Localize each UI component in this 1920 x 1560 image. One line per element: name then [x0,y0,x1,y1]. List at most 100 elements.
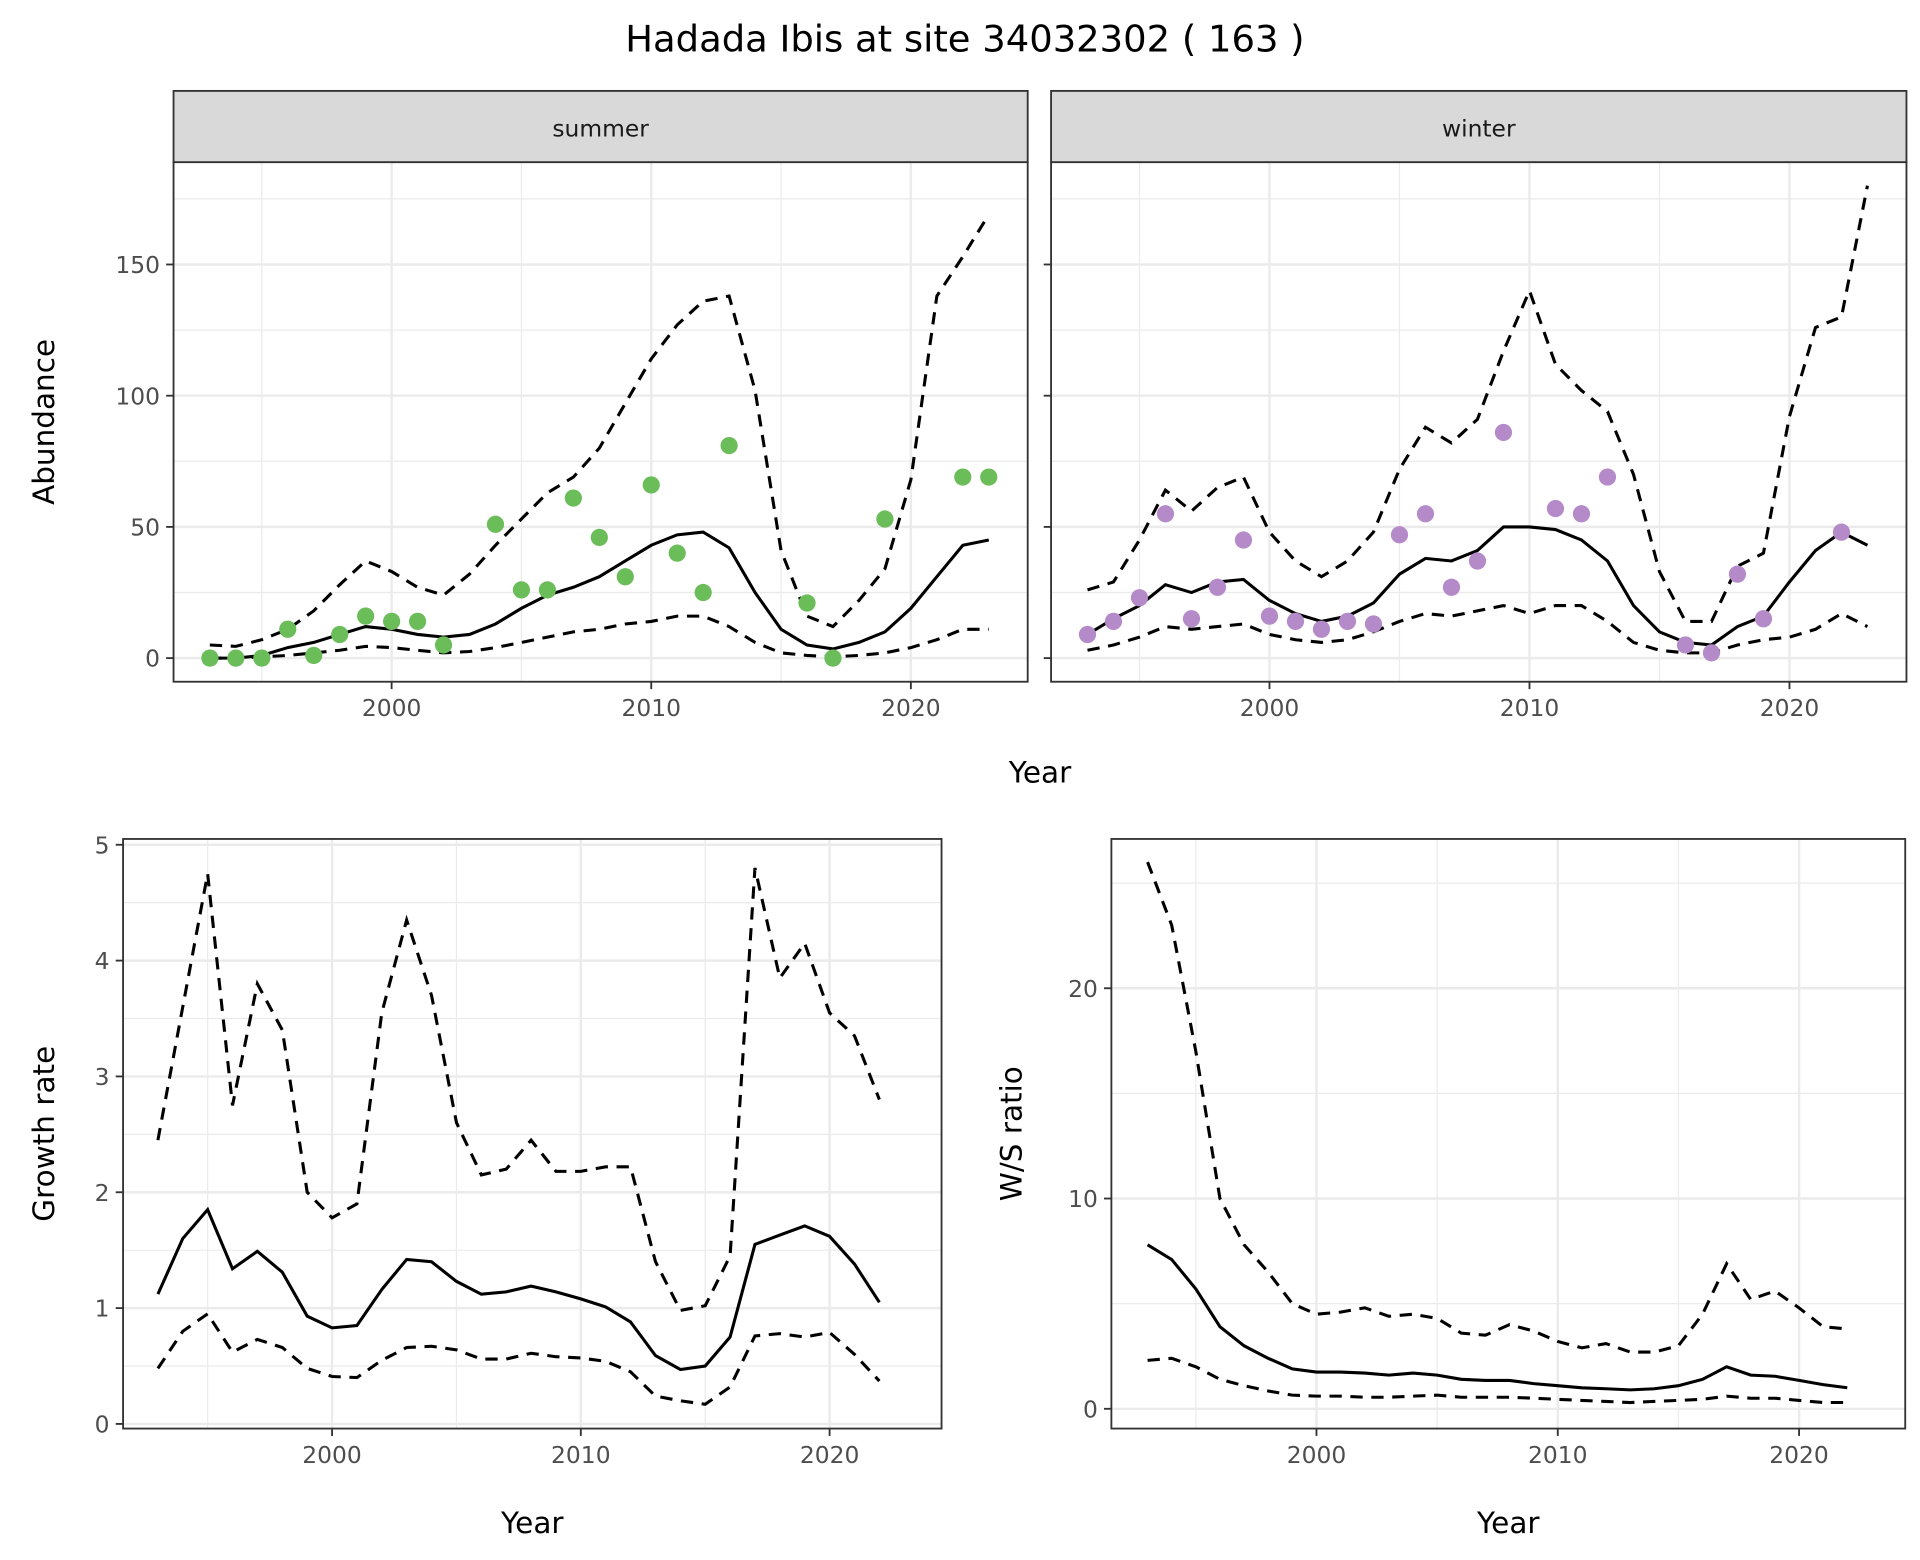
y-tick-label: 150 [115,251,160,279]
data-point [383,612,401,630]
data-point [1702,644,1721,662]
data-point [1416,505,1435,523]
data-point [1286,612,1305,630]
data-point [564,489,582,507]
panel-border [1050,161,1908,683]
x-tick-label: 2010 [621,694,681,722]
data-point [1104,612,1123,630]
upper-bound-line [1087,185,1869,623]
y-tick-label: 0 [1083,1395,1098,1423]
x-axis-title: Year [1476,1506,1540,1540]
data-point [1572,505,1591,523]
x-axis-title: Year [1008,755,1072,789]
x-tick-label: 2000 [1240,694,1300,722]
data-point [253,649,271,667]
data-point [954,468,972,486]
data-point [720,436,738,455]
lower-bound-line [1087,603,1869,655]
x-tick-label: 2000 [362,694,422,722]
facet-label: summer [552,114,649,142]
data-point [616,568,634,586]
x-tick-label: 2000 [1287,1441,1347,1469]
upper-bound-line [209,213,991,648]
data-point [798,594,816,612]
data-point [434,636,453,654]
mean-line [1146,1243,1848,1392]
data-point [1260,607,1279,625]
data-point [1494,423,1513,442]
data-point [357,607,375,625]
x-tick-label: 2020 [881,694,941,722]
data-point [331,625,349,644]
y-axis-title: Abundance [27,339,61,505]
panel-w-s-ratio: 2000 2010 2020 0 10 20 Year W/S ratio [995,838,1907,1540]
facet-label: winter [1442,114,1516,142]
y-tick-label: 20 [1068,975,1098,1003]
y-axis-title: Growth rate [27,1046,61,1222]
lower-bound-line [156,1311,881,1406]
panel-border [1110,838,1907,1430]
y-tick-label: 5 [95,831,110,859]
y-tick-label: 3 [95,1063,110,1091]
x-axis-title: Year [500,1506,564,1540]
mean-line [156,1206,881,1372]
data-point [538,581,557,599]
y-tick-label: 100 [115,382,160,410]
panel-growth-rate: 2000 2010 2020 0 1 2 3 4 5 Year Growth rate [27,831,943,1540]
y-tick-label: 10 [1068,1185,1098,1213]
data-point [980,468,998,486]
mean-line [209,530,990,660]
data-point [668,544,686,562]
data-point [1468,552,1487,570]
data-point [1442,578,1461,596]
x-tick-label: 2020 [1760,694,1820,722]
y-tick-label: 2 [95,1179,110,1207]
x-tick-label: 2010 [1528,1441,1588,1469]
y-tick-label: 1 [95,1295,110,1323]
data-point [1390,526,1409,544]
data-point [305,646,323,665]
y-tick-label: 0 [95,1411,110,1439]
panel-winter: winter 2000 2010 2020 [1043,89,1908,722]
data-point [1598,468,1617,486]
x-tick-label: 2020 [1769,1441,1829,1469]
data-point [486,515,505,533]
y-axis-title: W/S ratio [995,1066,1029,1201]
x-tick-label: 2010 [551,1441,611,1469]
x-tick-label: 2020 [800,1441,860,1469]
data-point [824,649,842,667]
data-point [408,612,427,630]
panel-border [172,161,1029,683]
data-point [1078,625,1097,644]
data-point [1364,615,1383,633]
data-point [1338,612,1357,630]
data-point [1754,610,1773,628]
data-point [1728,565,1747,583]
lower-bound-line [209,614,989,660]
lower-bound-line [1147,1356,1848,1405]
upper-bound-line [1146,861,1848,1354]
upper-bound-line [156,867,881,1313]
data-point [1156,505,1175,523]
data-point [1832,523,1851,541]
data-point [512,581,531,599]
x-tick-label: 2010 [1500,694,1560,722]
data-point [1130,589,1149,607]
data-point [1312,620,1331,638]
y-tick-label: 4 [95,947,110,975]
data-point [590,528,608,546]
data-point [694,583,712,602]
data-point [1676,636,1695,654]
data-point [1234,531,1253,549]
data-point [201,649,219,667]
facet-strip [172,89,1029,164]
data-point [279,620,297,638]
x-tick-label: 2000 [302,1441,362,1469]
panel-summer: summer 2000 2010 2020 0 50 100 150 Year Abundance [27,89,1072,789]
y-tick-label: 0 [145,645,160,673]
data-point [1182,610,1201,628]
data-point [227,649,245,667]
data-point [876,510,894,528]
figure-title: Hadada Ibis at site 34032302 ( 163 ) [625,18,1304,61]
